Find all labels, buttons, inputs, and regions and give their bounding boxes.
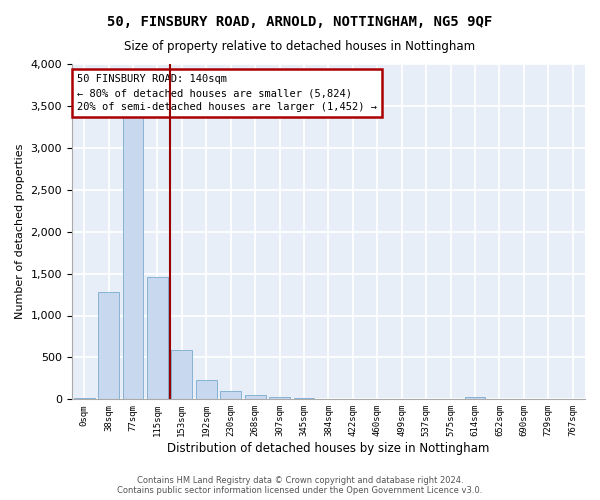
Bar [293,398,314,400]
Bar [98,292,119,400]
Y-axis label: Number of detached properties: Number of detached properties [15,144,25,320]
Text: 50, FINSBURY ROAD, ARNOLD, NOTTINGHAM, NG5 9QF: 50, FINSBURY ROAD, ARNOLD, NOTTINGHAM, N… [107,15,493,29]
Bar [147,277,168,400]
Bar [172,350,192,400]
Bar [245,395,266,400]
X-axis label: Distribution of detached houses by size in Nottingham: Distribution of detached houses by size … [167,442,490,455]
Bar [220,390,241,400]
Bar [196,380,217,400]
Bar [269,397,290,400]
Bar [74,398,95,400]
Text: Size of property relative to detached houses in Nottingham: Size of property relative to detached ho… [124,40,476,53]
Text: Contains HM Land Registry data © Crown copyright and database right 2024.
Contai: Contains HM Land Registry data © Crown c… [118,476,482,495]
Bar [122,106,143,400]
Text: 50 FINSBURY ROAD: 140sqm
← 80% of detached houses are smaller (5,824)
20% of sem: 50 FINSBURY ROAD: 140sqm ← 80% of detach… [77,74,377,112]
Bar [464,397,485,400]
